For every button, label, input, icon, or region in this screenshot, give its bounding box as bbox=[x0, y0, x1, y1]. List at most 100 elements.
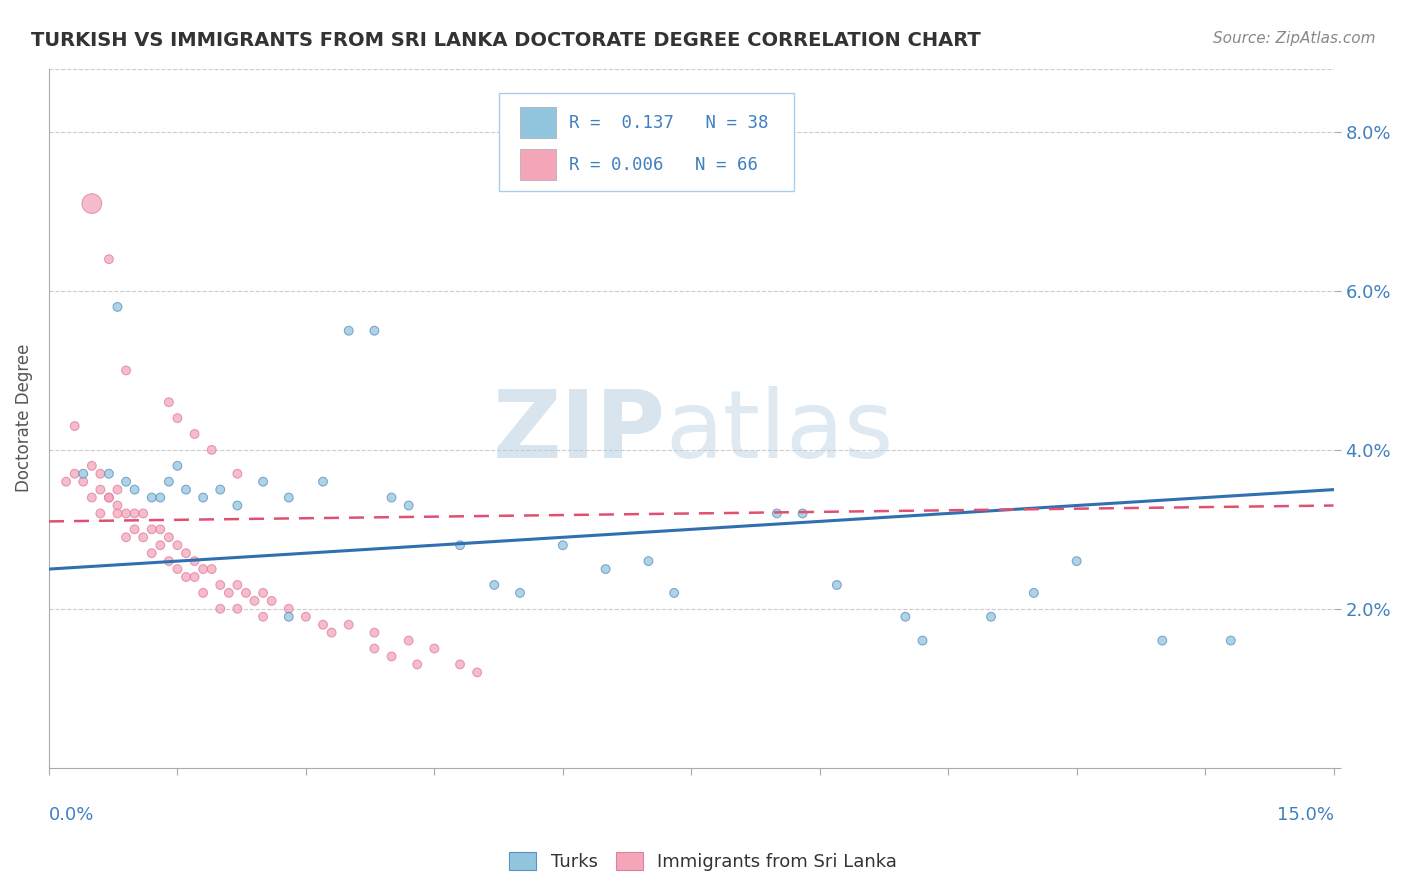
Point bbox=[363, 641, 385, 656]
Point bbox=[1219, 633, 1241, 648]
Point bbox=[312, 475, 335, 489]
Point bbox=[235, 586, 257, 600]
Point bbox=[97, 252, 120, 267]
Point bbox=[174, 546, 197, 560]
Point bbox=[183, 554, 205, 568]
Point bbox=[201, 442, 224, 457]
Point bbox=[80, 196, 103, 211]
Point bbox=[157, 475, 180, 489]
Point bbox=[149, 491, 172, 505]
Point bbox=[595, 562, 617, 576]
Point bbox=[226, 467, 249, 481]
Y-axis label: Doctorate Degree: Doctorate Degree bbox=[15, 344, 32, 492]
Point bbox=[89, 483, 111, 497]
Point bbox=[825, 578, 848, 592]
Point bbox=[89, 507, 111, 521]
Point bbox=[398, 499, 420, 513]
Point bbox=[149, 522, 172, 536]
Point bbox=[80, 491, 103, 505]
Point bbox=[484, 578, 506, 592]
Point bbox=[55, 475, 77, 489]
Point bbox=[115, 507, 138, 521]
Text: 0.0%: 0.0% bbox=[49, 806, 94, 824]
Point bbox=[97, 491, 120, 505]
Point bbox=[321, 625, 343, 640]
Point bbox=[166, 538, 188, 552]
Point bbox=[551, 538, 574, 552]
Point bbox=[124, 483, 146, 497]
Point bbox=[312, 617, 335, 632]
Point bbox=[115, 475, 138, 489]
Point bbox=[423, 641, 446, 656]
Point bbox=[295, 609, 318, 624]
Point bbox=[124, 507, 146, 521]
Point bbox=[363, 625, 385, 640]
Point bbox=[398, 633, 420, 648]
Point bbox=[766, 507, 789, 521]
Text: R = 0.006   N = 66: R = 0.006 N = 66 bbox=[569, 156, 758, 174]
Point bbox=[107, 483, 129, 497]
Point bbox=[209, 602, 232, 616]
Bar bbox=[520, 149, 557, 180]
Point bbox=[509, 586, 531, 600]
Point bbox=[449, 657, 471, 672]
Point bbox=[183, 570, 205, 584]
Point bbox=[174, 570, 197, 584]
Text: R =  0.137   N = 38: R = 0.137 N = 38 bbox=[569, 113, 769, 132]
Point bbox=[406, 657, 429, 672]
Point bbox=[80, 458, 103, 473]
Point bbox=[226, 578, 249, 592]
Point bbox=[115, 363, 138, 377]
Point bbox=[894, 609, 917, 624]
Point bbox=[911, 633, 934, 648]
Point bbox=[277, 491, 299, 505]
Point bbox=[141, 491, 163, 505]
Point bbox=[191, 586, 214, 600]
FancyBboxPatch shape bbox=[499, 93, 794, 191]
Point bbox=[380, 649, 402, 664]
Legend: Turks, Immigrants from Sri Lanka: Turks, Immigrants from Sri Lanka bbox=[502, 845, 904, 879]
Point bbox=[124, 522, 146, 536]
Point bbox=[792, 507, 814, 521]
Text: ZIP: ZIP bbox=[492, 386, 665, 478]
Point bbox=[72, 475, 94, 489]
Point bbox=[465, 665, 488, 680]
Point bbox=[226, 602, 249, 616]
Point bbox=[201, 562, 224, 576]
Text: TURKISH VS IMMIGRANTS FROM SRI LANKA DOCTORATE DEGREE CORRELATION CHART: TURKISH VS IMMIGRANTS FROM SRI LANKA DOC… bbox=[31, 31, 980, 50]
Point bbox=[277, 602, 299, 616]
Point bbox=[141, 522, 163, 536]
Point bbox=[107, 507, 129, 521]
Point bbox=[337, 324, 360, 338]
Text: 15.0%: 15.0% bbox=[1277, 806, 1333, 824]
Point bbox=[380, 491, 402, 505]
Point bbox=[226, 499, 249, 513]
Point bbox=[252, 586, 274, 600]
Point bbox=[637, 554, 659, 568]
Text: Source: ZipAtlas.com: Source: ZipAtlas.com bbox=[1212, 31, 1375, 46]
Point bbox=[149, 538, 172, 552]
Point bbox=[63, 419, 86, 434]
Point bbox=[218, 586, 240, 600]
Point bbox=[97, 467, 120, 481]
Point bbox=[141, 546, 163, 560]
Text: atlas: atlas bbox=[665, 386, 894, 478]
Point bbox=[1022, 586, 1045, 600]
Point bbox=[97, 491, 120, 505]
Point bbox=[1066, 554, 1088, 568]
Point bbox=[252, 609, 274, 624]
Point bbox=[166, 458, 188, 473]
Point bbox=[980, 609, 1002, 624]
Point bbox=[132, 507, 155, 521]
Point bbox=[107, 499, 129, 513]
Point bbox=[166, 562, 188, 576]
Point bbox=[191, 491, 214, 505]
Point bbox=[174, 483, 197, 497]
Point bbox=[63, 467, 86, 481]
Point bbox=[157, 554, 180, 568]
Point bbox=[260, 594, 283, 608]
Point bbox=[1152, 633, 1174, 648]
Point bbox=[449, 538, 471, 552]
Point bbox=[132, 530, 155, 544]
Point bbox=[183, 427, 205, 442]
